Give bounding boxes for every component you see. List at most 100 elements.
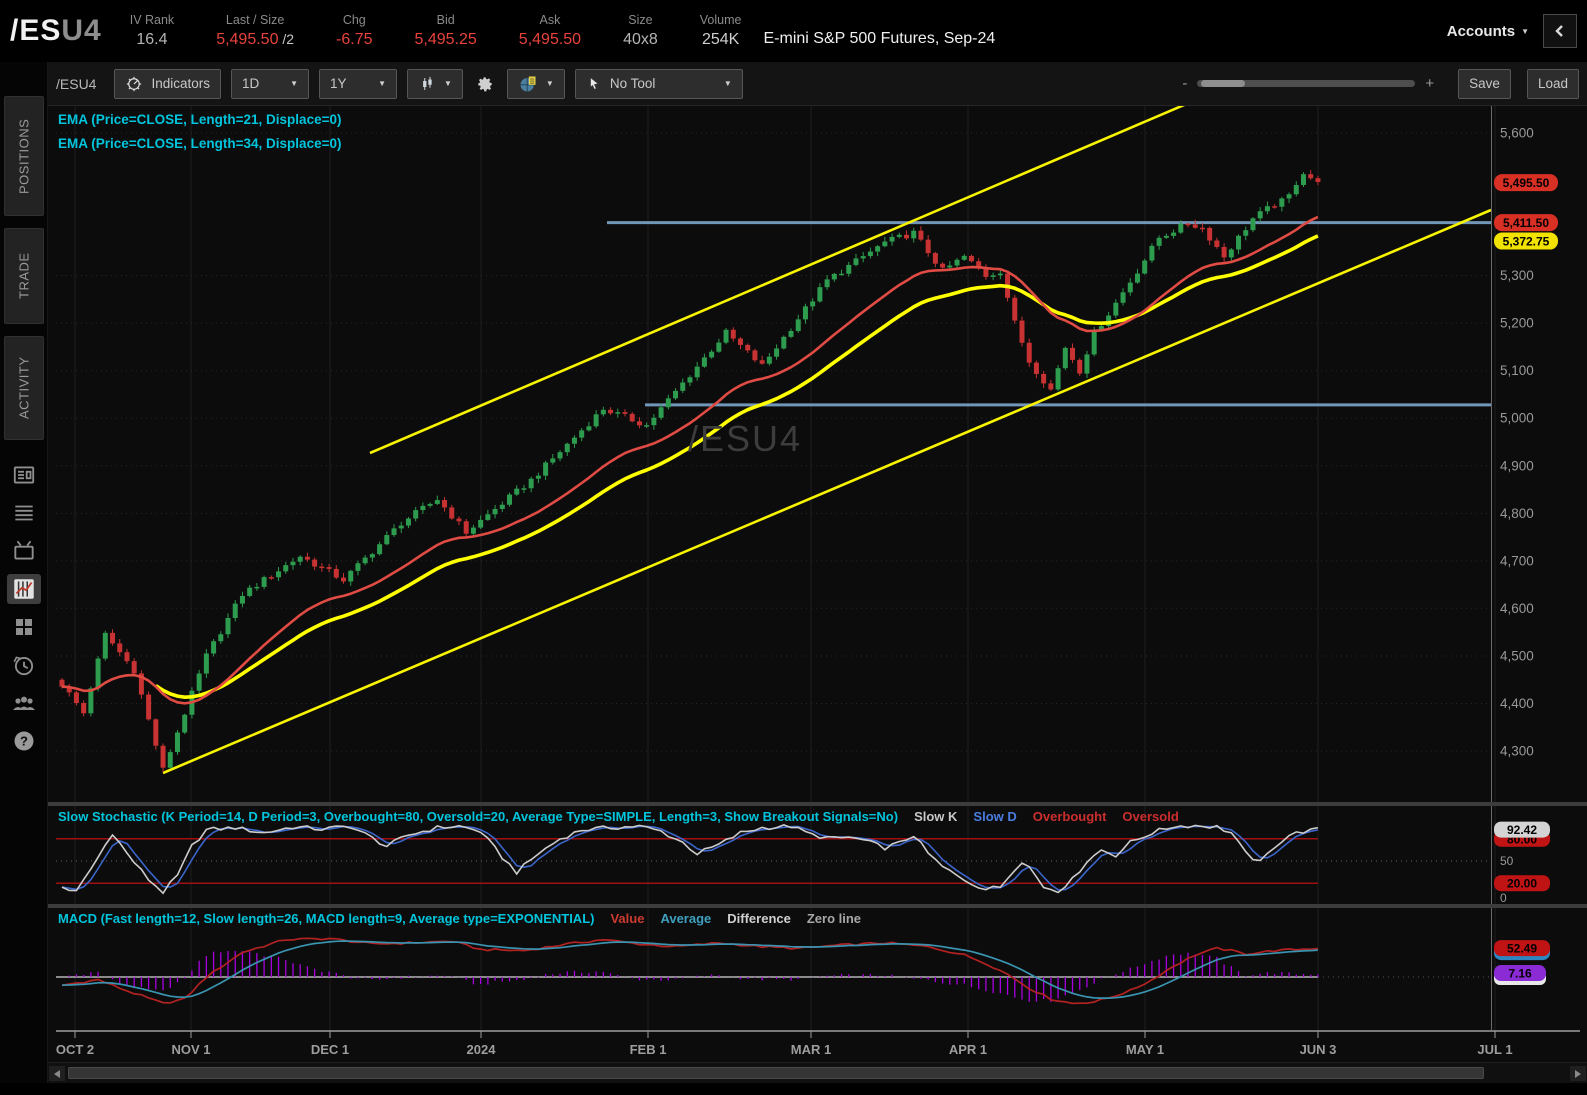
scroll-right-arrow[interactable] xyxy=(1570,1066,1586,1081)
ema34-study-label[interactable]: EMA (Price=CLOSE, Length=34, Displace=0) xyxy=(58,136,342,151)
zoom-out-button[interactable]: - xyxy=(1182,75,1188,92)
time-tick-label: JUN 3 xyxy=(1300,1042,1337,1057)
watchlist-icon[interactable] xyxy=(7,498,41,528)
load-button[interactable]: Load xyxy=(1526,68,1579,99)
sidebar-tab-positions[interactable]: POSITIONS xyxy=(3,96,44,216)
sidebar-tab-trade[interactable]: TRADE xyxy=(3,228,44,324)
stat-last-size: Last / Size 5,495.50 /2 xyxy=(216,13,295,48)
legend-zero-line: Zero line xyxy=(806,911,862,926)
stochastic-header: Slow Stochastic (K Period=14, D Period=3… xyxy=(58,809,1179,824)
chevron-down-icon: ▼ xyxy=(290,79,298,88)
tv-icon[interactable] xyxy=(7,536,41,566)
ema21-study-label[interactable]: EMA (Price=CLOSE, Length=21, Displace=0) xyxy=(58,112,342,127)
community-people-icon[interactable] xyxy=(7,688,41,718)
trendline-lower[interactable] xyxy=(162,208,1492,775)
svg-text:50: 50 xyxy=(1500,854,1514,868)
symbol-suffix: U4 xyxy=(61,14,102,47)
macd-title[interactable]: MACD (Fast length=12, Slow length=26, MA… xyxy=(58,911,595,926)
symbol-title: /ESU4 xyxy=(10,14,102,48)
panel-divider[interactable] xyxy=(48,802,1587,806)
header: /ESU4 IV Rank 16.4 Last / Size 5,495.50 … xyxy=(0,0,1587,62)
stoch-axis-badge xyxy=(1494,821,1550,838)
dashboard-grid-icon[interactable] xyxy=(7,612,41,642)
panel-divider[interactable] xyxy=(48,904,1587,908)
stoch-axis-badge xyxy=(1494,875,1550,892)
price-tick-label: 4,500 xyxy=(1500,648,1534,663)
chevron-down-icon: ▼ xyxy=(444,79,452,88)
time-tick-label: NOV 1 xyxy=(171,1042,210,1057)
collapse-panel-button[interactable] xyxy=(1543,14,1577,48)
svg-text:92.42: 92.42 xyxy=(1507,823,1537,837)
price-tick-label: 5,200 xyxy=(1500,316,1534,331)
symbol-watermark: /ESU4 xyxy=(688,418,803,459)
sidebar-tab-activity[interactable]: ACTIVITY xyxy=(3,336,44,440)
legend-overbought: Overbought xyxy=(1032,809,1107,824)
slow-k-line xyxy=(61,824,1319,895)
candlesticks xyxy=(59,169,1321,773)
cursor-arrow-icon xyxy=(590,77,598,89)
save-button[interactable]: Save xyxy=(1458,68,1511,99)
time-tick-label: 2024 xyxy=(467,1042,497,1057)
range-dropdown[interactable]: 1Y ▼ xyxy=(319,68,397,99)
price-chart-panel[interactable]: 5,600 5,300 5,200 5,100 5,000 4,900 4,800 4,700… xyxy=(48,100,1587,802)
scroll-left-arrow[interactable] xyxy=(49,1066,65,1081)
price-axis-badge xyxy=(1494,232,1558,250)
zoom-slider-thumb[interactable] xyxy=(1201,80,1246,87)
time-tick-label: OCT 2 xyxy=(56,1042,94,1057)
flexible-grid-icon xyxy=(520,76,536,91)
news-icon[interactable] xyxy=(7,460,41,490)
zoom-in-button[interactable]: + xyxy=(1425,75,1435,92)
chart-toolbar: /ESU4 Indicators 1D ▼ 1Y ▼ ▼ xyxy=(48,62,1587,106)
stat-ask: Ask 5,495.50 xyxy=(518,13,582,48)
ema21-line xyxy=(61,215,1319,705)
charts-icon[interactable] xyxy=(6,574,41,604)
svg-text:7.16: 7.16 xyxy=(1508,967,1532,981)
drawing-tool-dropdown[interactable]: No Tool ▼ xyxy=(574,68,743,99)
macd-panel[interactable]: 52.49 7.16 MACD (Fast length=12, Slow len… xyxy=(48,908,1587,1030)
indicators-button[interactable]: Indicators xyxy=(114,68,221,99)
price-chart-canvas[interactable]: 5,600 5,300 5,200 5,100 5,000 4,900 4,800 4,700… xyxy=(48,100,1587,802)
macd-canvas[interactable]: 52.49 7.16 xyxy=(48,908,1587,1030)
price-tick-label: 5,300 xyxy=(1500,268,1534,283)
price-axis-badge xyxy=(1494,214,1558,232)
price-tick-label: 4,600 xyxy=(1500,601,1534,616)
price-tick-label: 5,100 xyxy=(1500,363,1534,378)
price-tick-label: 4,700 xyxy=(1500,553,1534,568)
chart-type-dropdown[interactable]: ▼ xyxy=(407,68,463,99)
svg-text:5,411.50: 5,411.50 xyxy=(1503,216,1549,230)
time-axis: OCT 2 NOV 1 DEC 1 2024 FEB 1 MAR 1 APR 1 MAY 1 J… xyxy=(48,1030,1587,1062)
time-tick-label: MAR 1 xyxy=(791,1042,831,1057)
legend-value: Value xyxy=(610,911,645,926)
time-tick-label: DEC 1 xyxy=(311,1042,349,1057)
zoom-slider[interactable] xyxy=(1197,80,1416,87)
accounts-dropdown[interactable]: Accounts ▼ xyxy=(1446,22,1529,40)
stat-size: Size 40x8 xyxy=(623,13,658,48)
legend-average: Average xyxy=(660,911,712,926)
stochastic-title[interactable]: Slow Stochastic (K Period=14, D Period=3… xyxy=(58,809,899,824)
macd-value-line xyxy=(61,937,1318,1005)
price-tick-label: 4,800 xyxy=(1500,506,1534,521)
chart-settings-gear[interactable] xyxy=(473,69,497,99)
legend-oversold: Oversold xyxy=(1122,809,1179,824)
price-tick-label: 4,300 xyxy=(1500,744,1534,759)
quote-stats: IV Rank 16.4 Last / Size 5,495.50 /2 Chg… xyxy=(130,13,742,49)
svg-text:5,495.50: 5,495.50 xyxy=(1503,176,1550,190)
price-tick-label: 4,400 xyxy=(1500,696,1534,711)
stochastic-panel[interactable]: 50 0 80.00 92.42 20.00 Slow Stochastic (K Pe… xyxy=(48,806,1587,905)
slow-d-line xyxy=(61,825,1319,891)
trendline-upper[interactable] xyxy=(369,100,1192,455)
scrollbar-thumb[interactable] xyxy=(68,1067,1484,1079)
help-icon[interactable]: ? xyxy=(7,726,41,756)
grid-layout-dropdown[interactable]: ▼ xyxy=(506,68,565,99)
legend-slow-d: Slow D xyxy=(973,809,1017,824)
gear-icon xyxy=(478,76,492,91)
legend-difference: Difference xyxy=(727,911,791,926)
timeframe-dropdown[interactable]: 1D ▼ xyxy=(231,68,309,99)
macd-diff-badge xyxy=(1494,965,1546,982)
chevron-down-icon: ▼ xyxy=(545,79,554,88)
svg-text:52.49: 52.49 xyxy=(1507,942,1537,956)
horizontal-scrollbar[interactable] xyxy=(48,1062,1587,1083)
history-clock-icon[interactable] xyxy=(7,650,41,680)
